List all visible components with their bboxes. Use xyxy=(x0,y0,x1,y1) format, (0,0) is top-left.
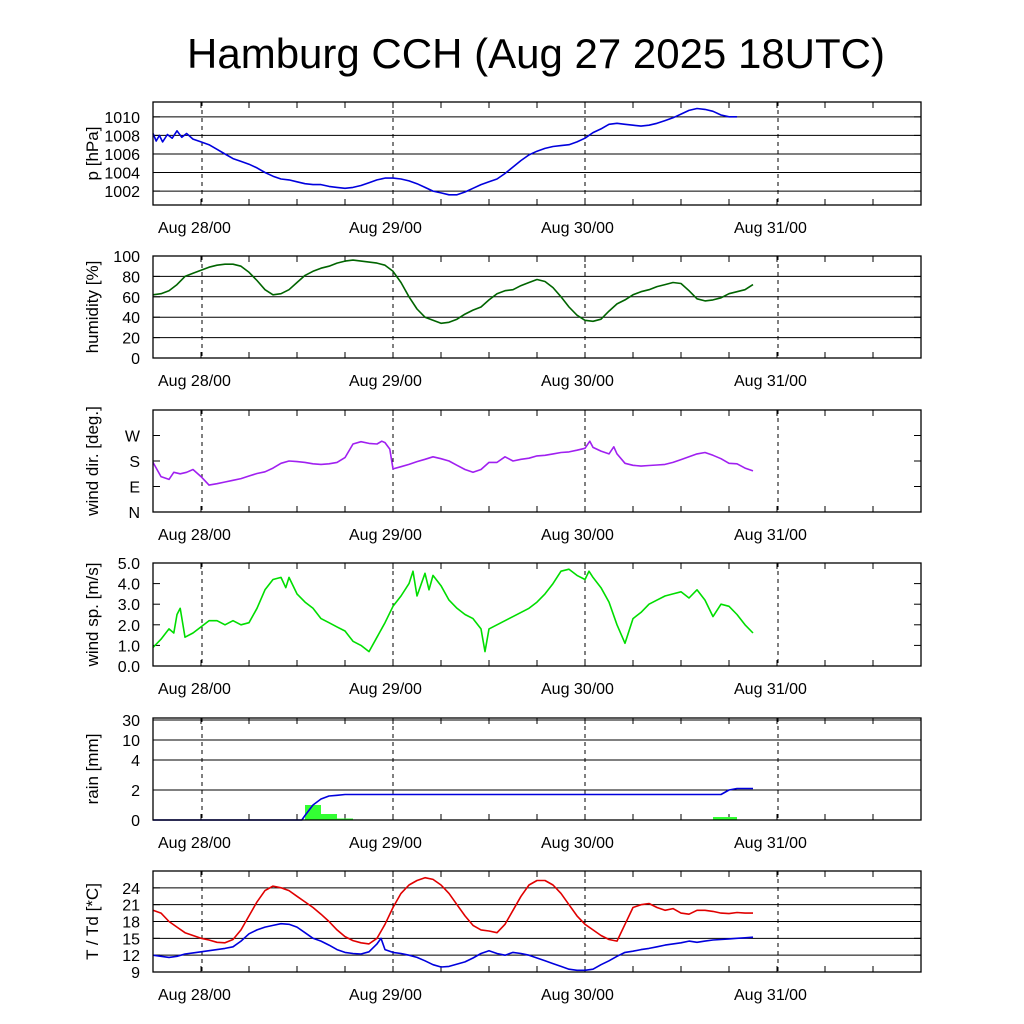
ytick-label: 1008 xyxy=(104,128,140,145)
xtick-label: Aug 29/00 xyxy=(349,220,422,237)
xtick-label: Aug 29/00 xyxy=(349,835,422,852)
panel-4: 0.0 1.0 2.0 3.0 4.0 5.0 Aug 28/00 Aug 29/00 Aug … xyxy=(83,556,922,698)
rain-bar xyxy=(321,814,329,820)
rain-bar xyxy=(329,814,337,820)
series-line-Td xyxy=(152,922,754,972)
series-line-0 xyxy=(152,259,754,325)
ytick-label: 4 xyxy=(131,753,140,770)
ytick-label: 18 xyxy=(122,915,140,932)
xtick-label: Aug 28/00 xyxy=(158,220,231,237)
xtick-label: Aug 30/00 xyxy=(541,835,614,852)
ytick-label: 2.0 xyxy=(118,618,140,635)
xtick-label: Aug 28/00 xyxy=(158,835,231,852)
panel-2: 0 20 40 60 80 100 Aug 28/00 Aug 29/00 Aug 30/00 A… xyxy=(83,249,922,390)
xtick-label: Aug 28/00 xyxy=(158,373,231,390)
rain-bar xyxy=(729,817,737,820)
ytick-label: W xyxy=(125,429,141,446)
ylabel: T / Td [*C] xyxy=(83,883,102,960)
ytick-label: 1010 xyxy=(104,110,140,127)
ytick-label: 12 xyxy=(122,948,140,965)
ytick-label: 1004 xyxy=(104,166,140,183)
rain-bar xyxy=(713,817,721,820)
xtick-label: Aug 30/00 xyxy=(541,987,614,1004)
rain-bar xyxy=(345,818,353,820)
ytick-label: 5.0 xyxy=(118,556,140,573)
series-line-0 xyxy=(152,440,754,486)
xtick-label: Aug 29/00 xyxy=(349,527,422,544)
plot-frame xyxy=(152,562,922,667)
series-line-T xyxy=(152,876,753,945)
plot-frame xyxy=(152,870,922,973)
ytick-label: 2 xyxy=(131,783,140,800)
ytick-label: 24 xyxy=(122,881,140,898)
series-line-accumulated xyxy=(153,787,753,821)
ylabel: wind dir. [deg.] xyxy=(83,406,102,517)
panel-5: 0 2 4 10 30 Aug 28/00 Aug 29/00 Aug 30/00 Aug 31… xyxy=(83,713,922,852)
plot-frame xyxy=(152,409,922,513)
chart-title: Hamburg CCH (Aug 27 2025 18UTC) xyxy=(187,30,885,77)
ylabel: humidity [%] xyxy=(83,261,102,354)
ytick-label: 20 xyxy=(122,331,140,348)
xtick-label: Aug 29/00 xyxy=(349,681,422,698)
xtick-label: Aug 31/00 xyxy=(734,220,807,237)
ytick-label: 1002 xyxy=(104,184,140,201)
series-line-0 xyxy=(152,107,737,196)
ytick-label: 3.0 xyxy=(118,597,140,614)
ytick-label: 60 xyxy=(122,290,140,307)
ytick-label: 40 xyxy=(122,310,140,327)
xtick-label: Aug 31/00 xyxy=(734,835,807,852)
xtick-label: Aug 30/00 xyxy=(541,373,614,390)
rain-bar xyxy=(313,805,321,820)
ytick-label: E xyxy=(129,480,140,497)
xtick-label: Aug 28/00 xyxy=(158,681,231,698)
xtick-label: Aug 31/00 xyxy=(734,373,807,390)
xtick-label: Aug 30/00 xyxy=(541,681,614,698)
rain-bar xyxy=(721,817,729,820)
ytick-label: 10 xyxy=(122,733,140,750)
ytick-label: 100 xyxy=(113,249,140,266)
xtick-label: Aug 29/00 xyxy=(349,987,422,1004)
ytick-label: 9 xyxy=(131,965,140,982)
xtick-label: Aug 31/00 xyxy=(734,681,807,698)
ytick-label: N xyxy=(128,505,140,522)
xtick-label: Aug 30/00 xyxy=(541,527,614,544)
ylabel: rain [mm] xyxy=(83,734,102,805)
ytick-label: S xyxy=(129,454,140,471)
xtick-label: Aug 30/00 xyxy=(541,220,614,237)
plot-frame xyxy=(152,717,922,821)
ytick-label: 21 xyxy=(122,898,140,915)
plot-frame xyxy=(152,255,922,359)
ylabel: p [hPa] xyxy=(83,127,102,181)
ytick-label: 1006 xyxy=(104,147,140,164)
rain-bar xyxy=(305,805,313,820)
ytick-label: 30 xyxy=(122,713,140,730)
ytick-label: 15 xyxy=(122,931,140,948)
ytick-label: 4.0 xyxy=(118,577,140,594)
ytick-label: 0 xyxy=(131,813,140,830)
ytick-label: 80 xyxy=(122,269,140,286)
xtick-label: Aug 31/00 xyxy=(734,987,807,1004)
rain-bar xyxy=(337,818,345,820)
ytick-label: 0.0 xyxy=(118,659,140,676)
xtick-label: Aug 28/00 xyxy=(158,527,231,544)
ytick-label: 1.0 xyxy=(118,638,140,655)
xtick-label: Aug 29/00 xyxy=(349,373,422,390)
ytick-label: 0 xyxy=(131,351,140,368)
series-line-0 xyxy=(152,568,754,653)
ylabel: wind sp. [m/s] xyxy=(83,563,102,668)
xtick-label: Aug 31/00 xyxy=(734,527,807,544)
plot-frame xyxy=(152,101,922,206)
xtick-label: Aug 28/00 xyxy=(158,987,231,1004)
